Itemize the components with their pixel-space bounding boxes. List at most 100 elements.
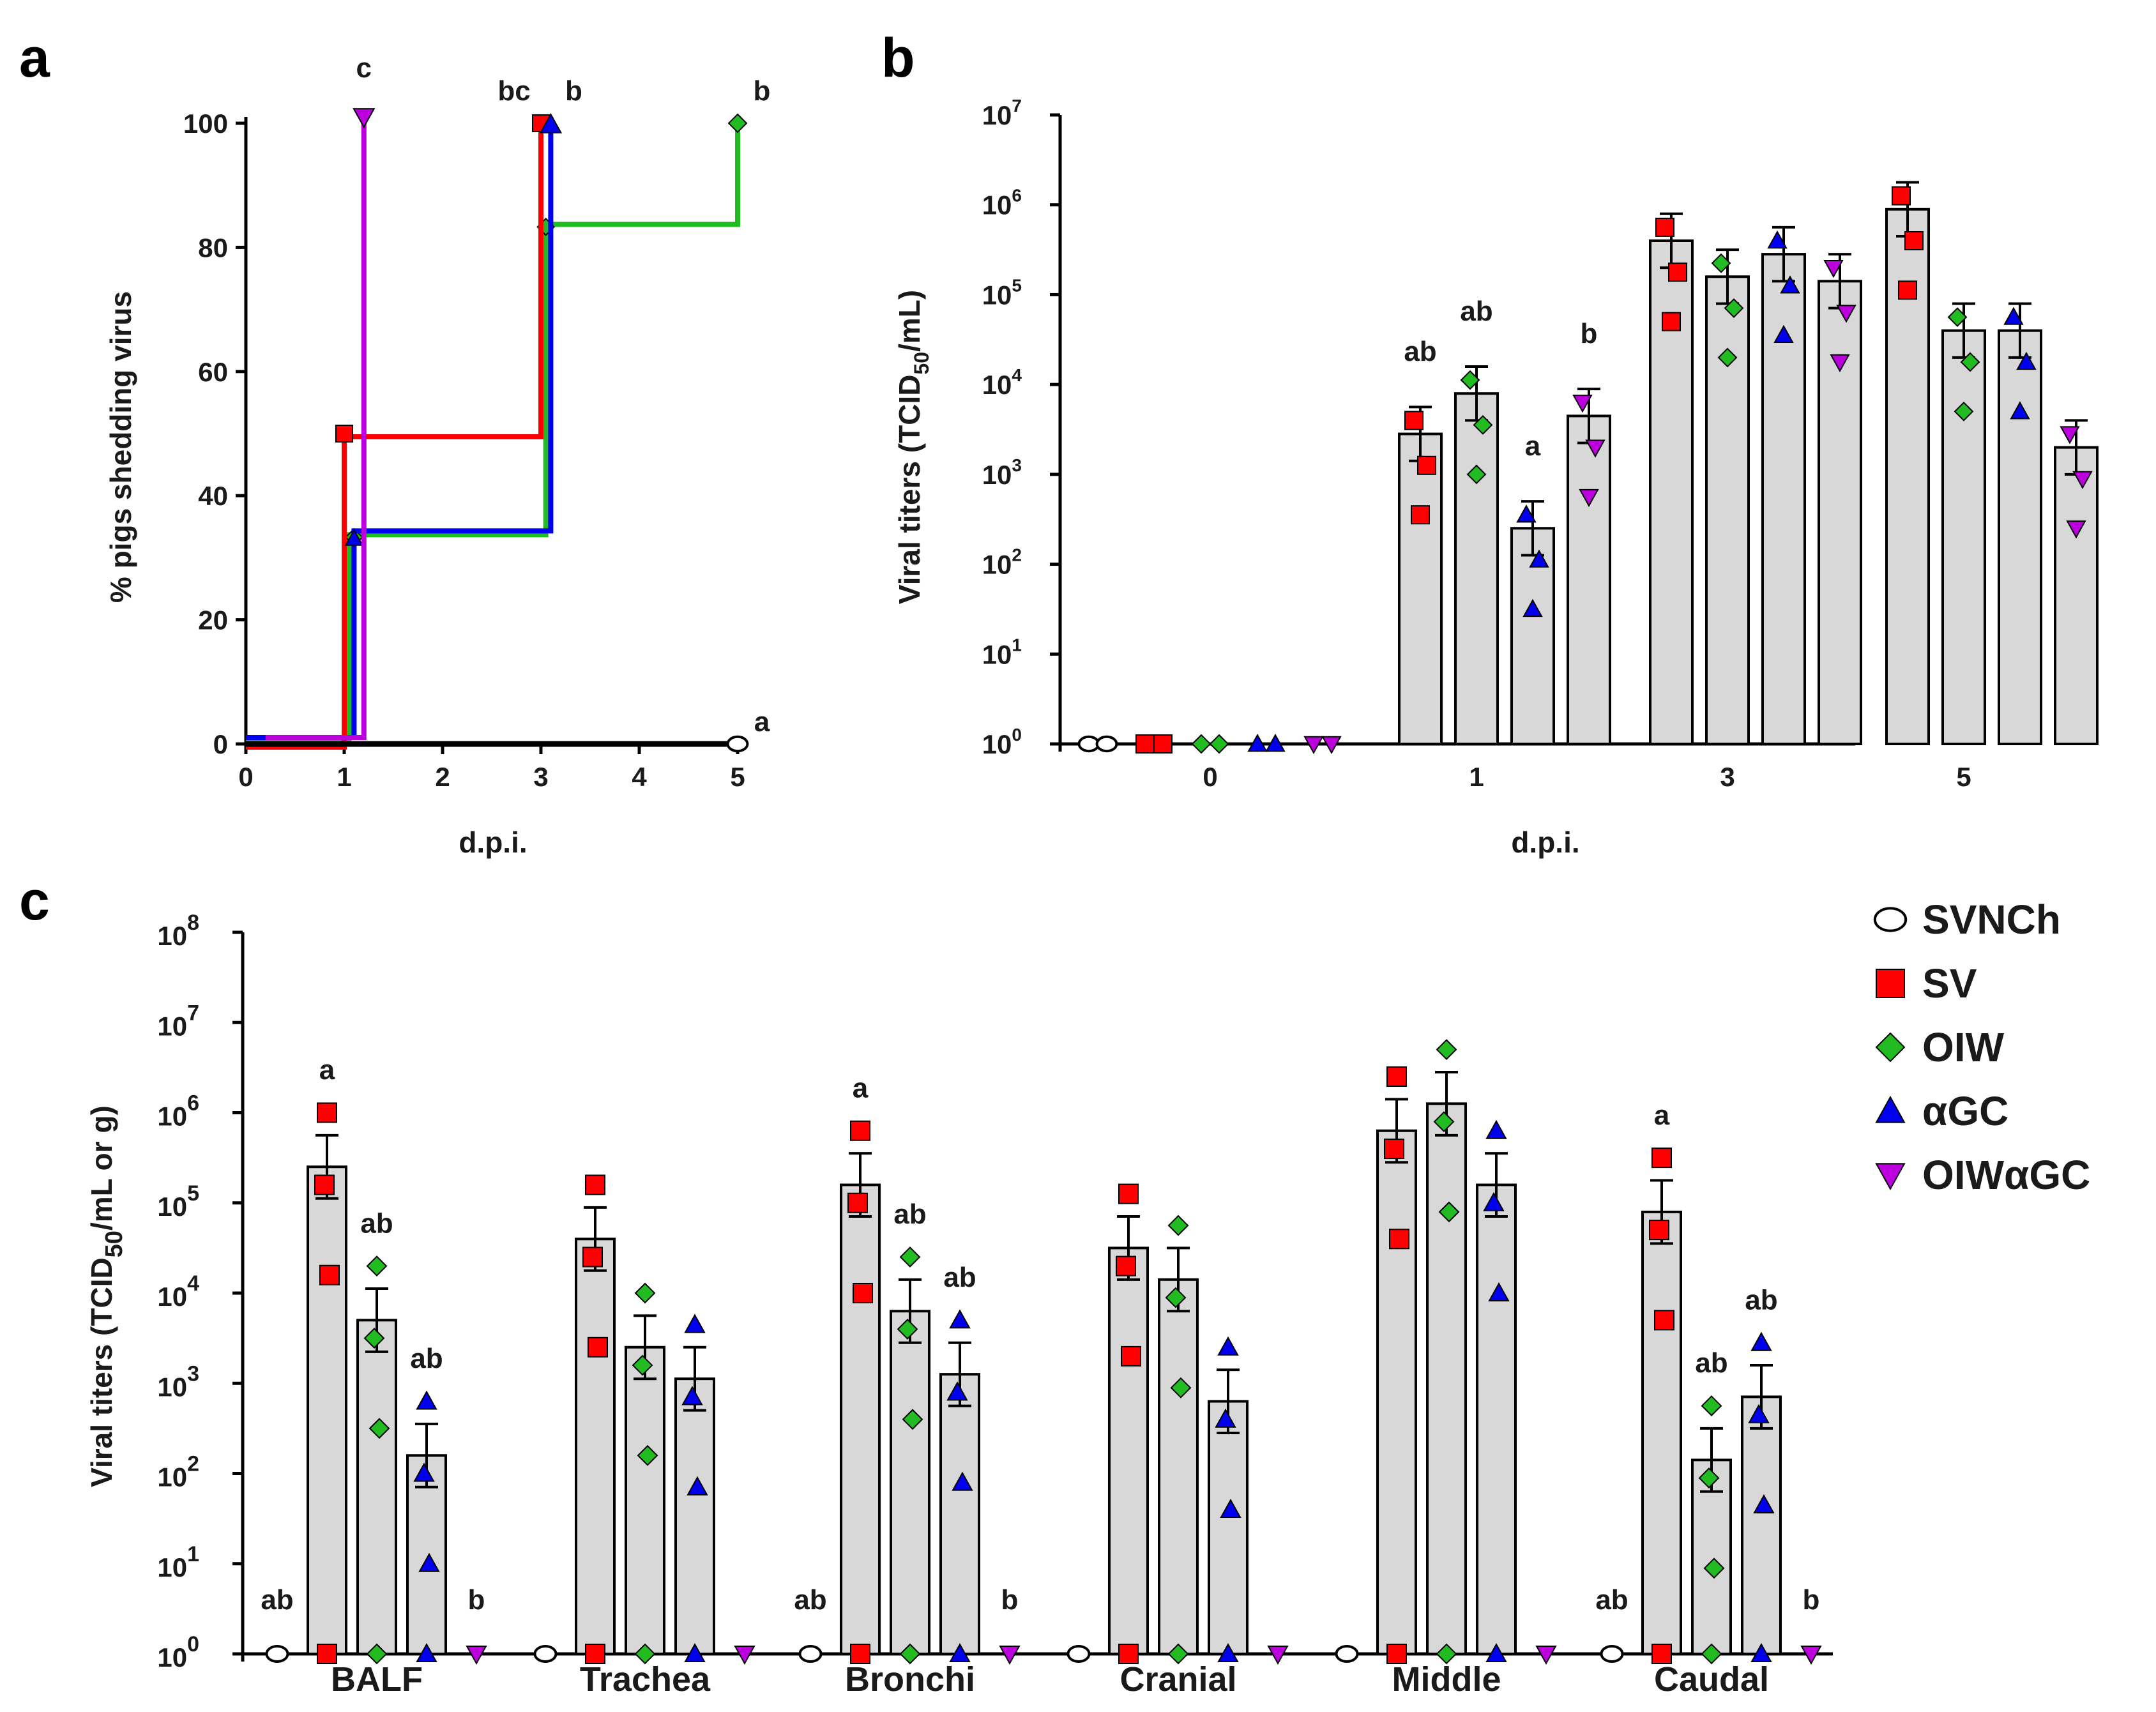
panel-b-y-tick-exponent: 6 [1012, 186, 1022, 206]
panel-b-y-tick-label: 104 [982, 365, 1022, 400]
panel-c-point-OIW [1703, 1557, 1725, 1579]
panel-b-x-tick-label: 1 [1469, 762, 1484, 792]
panel-c-category-label: Bronchi [845, 1660, 975, 1699]
panel-b-bar-OIWaGC [1818, 280, 1862, 746]
panel-b-point-aGC [1522, 598, 1543, 617]
panel-c-point-SV [853, 1283, 873, 1303]
panel-c-point-SV [317, 1102, 337, 1123]
panel-c-bar-OIW [1158, 1278, 1199, 1655]
panel-c-point-OIW [363, 1328, 385, 1349]
panel-c-point-OIWaGC [1535, 1646, 1557, 1665]
panel-c-point-SV [850, 1120, 870, 1141]
panel-c-annotation: ab [1745, 1284, 1777, 1315]
legend-label-aGC: αGC [1922, 1088, 2008, 1134]
panel-c-y-tick-exponent: 6 [187, 1091, 199, 1116]
panel-a-y-tick-label: 80 [198, 232, 228, 262]
panel-c-point-OIWaGC [734, 1646, 755, 1665]
panel-c-point-aGC [684, 1314, 706, 1333]
panel-a-point-aGC [344, 529, 364, 546]
panel-c-y-tick-exponent: 4 [187, 1271, 199, 1296]
panel-b-y-axis-label-end: /mL) [893, 290, 926, 352]
panel-b-point-OIWaGC [1830, 354, 1850, 373]
panel-c-point-SV [1116, 1255, 1136, 1276]
panel-c-point-OIW [634, 1282, 656, 1304]
panel-c-point-OIW [368, 1418, 390, 1439]
panel-b-bar-OIWaGC [2054, 446, 2099, 746]
panel-c-point-SV [588, 1337, 608, 1358]
panel-c-point-SVNCh [1600, 1645, 1624, 1663]
panel-c-category-label: Middle [1392, 1660, 1501, 1699]
panel-a-letter: a [19, 27, 50, 89]
panel-b-point-SV [1153, 734, 1173, 754]
panel-a-point-SVNCh [726, 735, 749, 753]
panel-c-point-OIW [366, 1255, 388, 1277]
panel-a-x-tick-label: 4 [632, 762, 647, 792]
panel-b-x-tick-label: 0 [1203, 762, 1217, 792]
legend-marker-OIWaGC [1875, 1163, 1906, 1191]
panel-a-point-SV [335, 425, 353, 443]
panel-b-point-SV [1662, 312, 1681, 331]
panel-b-y-axis-label: Viral titers (TCID50/mL) [893, 290, 933, 604]
panel-c-point-SVNCh [265, 1645, 289, 1663]
panel-c-point-aGC [684, 1642, 706, 1662]
panel-c-point-aGC [416, 1642, 437, 1662]
panel-c-annotation: ab [893, 1199, 926, 1230]
panel-c-annotation: ab [1695, 1347, 1727, 1379]
panel-c-point-aGC [1488, 1282, 1510, 1301]
panel-c-y-tick-exponent: 0 [187, 1632, 199, 1656]
panel-c-annotation: a [1654, 1100, 1670, 1131]
panel-c-point-SV [319, 1264, 340, 1285]
panel-c-bar-SV [575, 1238, 616, 1655]
panel-c-point-OIW [1433, 1111, 1455, 1133]
panel-c-point-aGC [1485, 1642, 1507, 1662]
panel-a-x-tick-label: 2 [435, 762, 450, 792]
panel-b-y-tick-exponent: 0 [1012, 725, 1022, 745]
legend-label-SV: SV [1922, 960, 1977, 1006]
panel-c-point-SV [585, 1644, 605, 1664]
panel-c-annotation: ab [360, 1208, 393, 1239]
panel-b-x-axis-label: d.p.i. [1511, 826, 1579, 859]
panel-b-point-OIW [1947, 307, 1968, 328]
panel-b-point-SV [1655, 217, 1674, 237]
panel-c-bar-SV [1376, 1129, 1417, 1655]
panel-b-bar-OIWaGC [1567, 414, 1611, 745]
panel-b-y-tick-exponent: 5 [1012, 275, 1022, 295]
panel-c-category-label: Caudal [1654, 1660, 1769, 1699]
panel-c-point-aGC [1753, 1494, 1775, 1513]
panel-c-point-aGC [949, 1642, 971, 1662]
panel-b-bar-OIW [1941, 329, 1986, 745]
panel-c-y-tick-exponent: 1 [187, 1542, 199, 1566]
panel-a-x-tick-label: 3 [533, 762, 548, 792]
panel-c-point-OIW [902, 1409, 923, 1430]
panel-c-bar-SV [1641, 1210, 1682, 1655]
panel-b-point-OIWaGC [1303, 736, 1324, 755]
panel-c-point-OIWaGC [999, 1646, 1021, 1665]
panel-b-annotation: ab [1404, 336, 1436, 367]
panel-b-point-OIW [1960, 352, 1980, 372]
panel-b-point-SV [1904, 231, 1924, 250]
panel-b-point-OIW [1191, 734, 1211, 754]
panel-b-point-OIWaGC [1823, 260, 1844, 278]
panel-c-category-label: Cranial [1120, 1660, 1236, 1699]
panel-c-bar-aGC [1741, 1395, 1782, 1655]
legend-marker-OIW [1875, 1032, 1906, 1063]
panel-c-annotation: ab [794, 1584, 826, 1616]
panel-c-annotation: b [1001, 1584, 1019, 1616]
panel-c-point-aGC [1220, 1498, 1241, 1518]
panel-c-bar-SV [307, 1165, 347, 1655]
panel-c-point-SV [317, 1644, 337, 1664]
panel-a-x-axis-label: d.p.i. [459, 826, 527, 859]
panel-b-point-OIWaGC [2060, 426, 2080, 444]
panel-c-bar-OIW [625, 1345, 665, 1655]
panel-c-point-OIWaGC [1267, 1646, 1289, 1665]
panel-c-point-OIWaGC [1800, 1646, 1822, 1665]
panel-b-point-OIW [1717, 347, 1738, 368]
panel-b-point-aGC [2003, 307, 2024, 325]
panel-c-point-aGC [949, 1309, 971, 1329]
panel-c-point-SV [1651, 1148, 1672, 1169]
panel-c-point-SV [1386, 1644, 1407, 1664]
panel-c-point-aGC [413, 1462, 435, 1482]
legend-marker-aGC [1875, 1095, 1906, 1123]
